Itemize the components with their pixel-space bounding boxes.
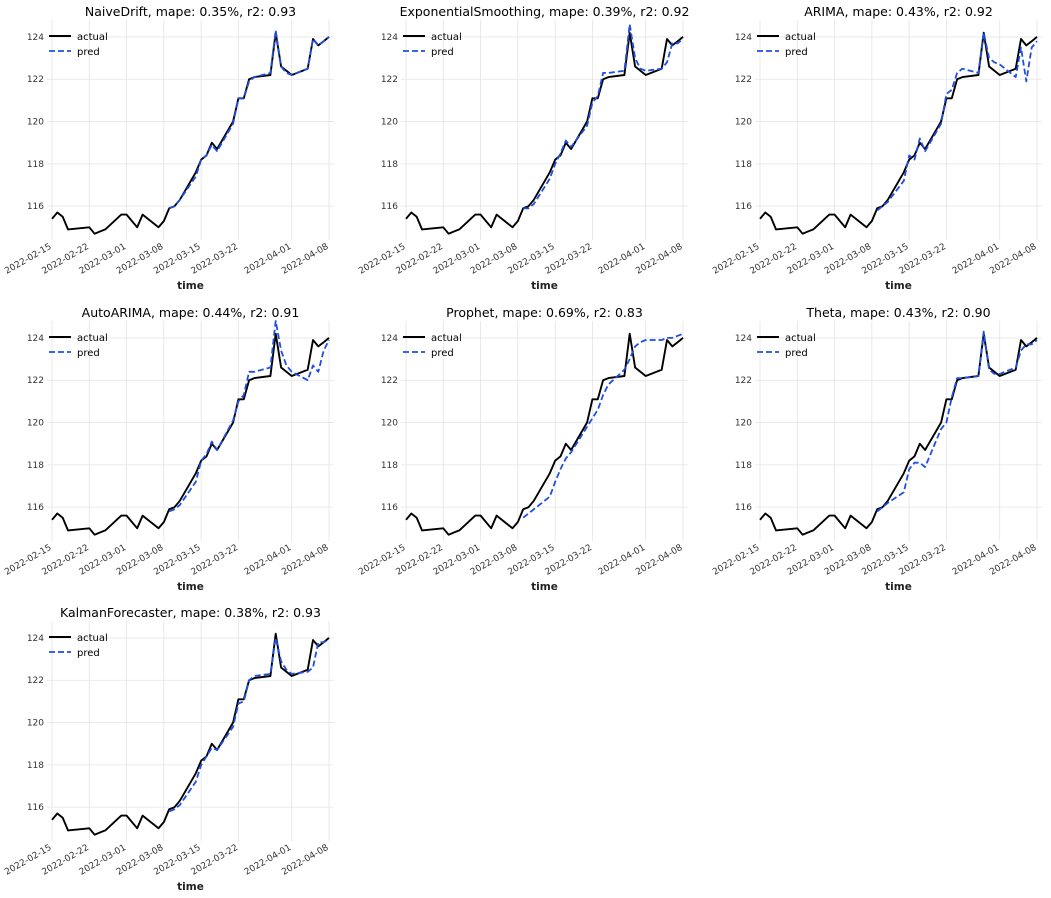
chart-title: ExponentialSmoothing, mape: 0.39%, r2: 0… xyxy=(400,4,690,19)
actual-series-line xyxy=(405,332,684,536)
y-tick-label: 124 xyxy=(27,33,44,43)
pred-series-line xyxy=(168,320,330,513)
y-tick-label: 118 xyxy=(735,160,752,170)
y-tick-label: 122 xyxy=(27,676,44,686)
chart-title: Theta, mape: 0.43%, r2: 0.90 xyxy=(805,305,990,320)
legend-pred-label: pred xyxy=(431,47,454,58)
pred-series-line xyxy=(168,29,330,210)
legend-pred-label: pred xyxy=(77,47,100,58)
y-tick-label: 122 xyxy=(27,376,44,386)
y-tick-label: 124 xyxy=(27,334,44,344)
y-tick-label: 118 xyxy=(381,160,398,170)
legend-actual-label: actual xyxy=(77,32,108,43)
y-tick-label: 116 xyxy=(381,503,398,513)
x-axis-label: time xyxy=(885,581,912,593)
actual-series-line xyxy=(51,31,330,235)
chart-title: KalmanForecaster, mape: 0.38%, r2: 0.93 xyxy=(60,605,321,620)
y-tick-label: 118 xyxy=(27,160,44,170)
y-tick-label: 120 xyxy=(735,118,752,128)
chart-panel-5: Prophet, mape: 0.69%, r2: 0.83 116 118 120 1… xyxy=(357,305,688,593)
y-tick-label: 122 xyxy=(381,75,398,85)
y-tick-label: 116 xyxy=(27,503,44,513)
x-axis-label: time xyxy=(885,280,912,292)
y-tick-label: 124 xyxy=(381,33,398,43)
pred-series-line xyxy=(876,31,1038,212)
y-tick-label: 120 xyxy=(27,719,44,729)
y-tick-label: 120 xyxy=(381,118,398,128)
y-tick-label: 120 xyxy=(27,419,44,429)
y-tick-label: 116 xyxy=(381,202,398,212)
actual-series-line xyxy=(51,332,330,536)
chart-panel-2: ExponentialSmoothing, mape: 0.39%, r2: 0… xyxy=(357,4,689,292)
chart-title: AutoARIMA, mape: 0.44%, r2: 0.91 xyxy=(82,305,300,320)
actual-series-line xyxy=(759,332,1038,536)
x-axis-label: time xyxy=(177,581,204,593)
y-tick-label: 124 xyxy=(735,33,752,43)
y-tick-label: 116 xyxy=(735,503,752,513)
y-tick-label: 118 xyxy=(27,461,44,471)
y-tick-label: 122 xyxy=(27,75,44,85)
chart-title: NaiveDrift, mape: 0.35%, r2: 0.93 xyxy=(85,4,296,19)
pred-series-line xyxy=(876,330,1038,513)
legend-pred-label: pred xyxy=(77,348,100,359)
y-tick-label: 122 xyxy=(735,376,752,386)
pred-series-line xyxy=(522,332,684,519)
chart-panel-6: Theta, mape: 0.43%, r2: 0.90 116 118 120 122… xyxy=(711,305,1042,593)
legend-actual-label: actual xyxy=(77,633,108,644)
legend-pred-label: pred xyxy=(785,47,808,58)
chart-title: Prophet, mape: 0.69%, r2: 0.83 xyxy=(446,305,643,320)
legend-actual-label: actual xyxy=(431,32,462,43)
y-tick-label: 116 xyxy=(735,202,752,212)
y-tick-label: 122 xyxy=(381,376,398,386)
x-axis-label: time xyxy=(177,280,204,292)
y-tick-label: 124 xyxy=(381,334,398,344)
chart-panel-4: AutoARIMA, mape: 0.44%, r2: 0.91 116 118 12… xyxy=(3,305,334,593)
pred-series-line xyxy=(168,637,330,813)
y-tick-label: 118 xyxy=(381,461,398,471)
pred-series-line xyxy=(523,23,684,210)
x-axis-label: time xyxy=(531,280,558,292)
x-axis-label: time xyxy=(531,581,558,593)
chart-panel-1: NaiveDrift, mape: 0.35%, r2: 0.93 116 118 1… xyxy=(3,4,334,292)
legend-actual-label: actual xyxy=(785,333,816,344)
actual-series-line xyxy=(405,31,684,235)
legend-pred-label: pred xyxy=(431,348,454,359)
actual-series-line xyxy=(51,632,330,836)
legend-actual-label: actual xyxy=(77,333,108,344)
legend-pred-label: pred xyxy=(77,648,100,659)
y-tick-label: 120 xyxy=(381,419,398,429)
y-tick-label: 122 xyxy=(735,75,752,85)
x-axis-label: time xyxy=(177,881,204,893)
y-tick-label: 118 xyxy=(27,761,44,771)
chart-title: ARIMA, mape: 0.43%, r2: 0.92 xyxy=(804,4,993,19)
y-tick-label: 116 xyxy=(27,803,44,813)
chart-panel-7: KalmanForecaster, mape: 0.38%, r2: 0.93 1… xyxy=(3,605,334,893)
y-tick-label: 116 xyxy=(27,202,44,212)
legend-actual-label: actual xyxy=(431,333,462,344)
chart-panel-3: ARIMA, mape: 0.43%, r2: 0.92 116 118 120 122… xyxy=(711,4,1042,292)
y-tick-label: 124 xyxy=(735,334,752,344)
y-tick-label: 124 xyxy=(27,634,44,644)
legend-pred-label: pred xyxy=(785,348,808,359)
y-tick-label: 118 xyxy=(735,461,752,471)
y-tick-label: 120 xyxy=(27,118,44,128)
legend-actual-label: actual xyxy=(785,32,816,43)
y-tick-label: 120 xyxy=(735,419,752,429)
